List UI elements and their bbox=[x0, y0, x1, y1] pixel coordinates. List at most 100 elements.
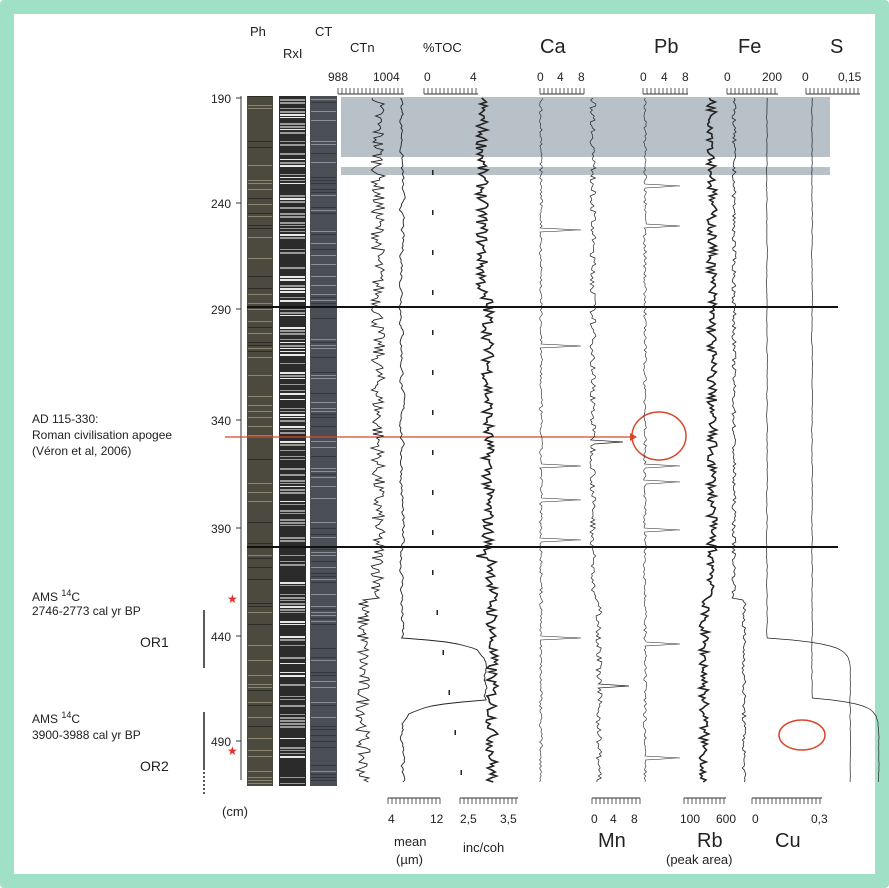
rxi-stripe bbox=[280, 480, 305, 482]
ctn-scale-max: 1004 bbox=[373, 70, 400, 84]
toc-data-marker bbox=[432, 290, 434, 295]
ct-stripe bbox=[311, 747, 336, 748]
rxi-stripe bbox=[280, 165, 305, 167]
photo-stripe bbox=[248, 327, 272, 328]
rxi-stripe bbox=[280, 180, 305, 181]
ct-stripe bbox=[311, 705, 336, 706]
rxi-stripe bbox=[280, 315, 305, 316]
cu-peak-highlight-circle bbox=[778, 719, 826, 751]
ct-stripe bbox=[311, 447, 336, 448]
rxi-stripe bbox=[280, 126, 305, 128]
rxi-stripe bbox=[280, 213, 305, 215]
rxi-stripe bbox=[280, 276, 305, 278]
ct-stripe bbox=[311, 726, 336, 727]
photo-stripe bbox=[248, 237, 272, 238]
toc-data-marker bbox=[460, 770, 462, 775]
photo-stripe bbox=[248, 411, 272, 412]
rxi-stripe bbox=[280, 561, 305, 562]
rxi-stripe bbox=[280, 345, 305, 347]
ct-stripe bbox=[311, 771, 336, 772]
inc-coh-scale-min: 2,5 bbox=[460, 812, 477, 826]
rxi-stripe bbox=[280, 657, 305, 659]
rxi-stripe bbox=[280, 585, 305, 586]
ct-stripe bbox=[311, 195, 336, 196]
rxi-stripe bbox=[280, 333, 305, 335]
rxi-stripe bbox=[280, 639, 305, 641]
inc-coh-label: inc/coh bbox=[463, 840, 505, 855]
photo-stripe bbox=[248, 612, 272, 613]
rxi-stripe bbox=[280, 747, 305, 749]
ct-stripe bbox=[311, 417, 336, 418]
toc-data-marker bbox=[432, 330, 434, 335]
ct-stripe bbox=[311, 294, 336, 295]
photo-stripe bbox=[248, 141, 272, 142]
mean-grain-size-curve bbox=[398, 97, 488, 783]
ctn-track-label: CTn bbox=[350, 40, 375, 55]
rxi-stripe bbox=[280, 393, 305, 395]
rxi-stripe bbox=[280, 564, 305, 566]
ct-stripe bbox=[311, 99, 336, 100]
ca-scale-0: 0 bbox=[537, 70, 544, 84]
ct-stripe bbox=[311, 582, 336, 583]
depth-unit-label: (cm) bbox=[222, 804, 248, 819]
photo-stripe bbox=[248, 522, 272, 523]
rxi-stripe bbox=[280, 606, 305, 608]
fe-curve bbox=[731, 97, 747, 783]
photo-stripe bbox=[248, 276, 272, 277]
ct-stripe bbox=[311, 402, 336, 403]
ct-stripe bbox=[311, 303, 336, 304]
ct-stripe bbox=[311, 735, 336, 736]
mean-unit-label: (µm) bbox=[396, 852, 423, 867]
cu-curve bbox=[766, 98, 852, 782]
ct-stripe bbox=[311, 192, 336, 193]
ct-stripe bbox=[311, 375, 336, 376]
photo-stripe bbox=[248, 375, 272, 376]
photo-stripe bbox=[248, 180, 272, 181]
ct-stripe bbox=[311, 672, 336, 673]
rxi-stripe bbox=[280, 237, 305, 239]
rxi-stripe bbox=[280, 468, 305, 470]
rxi-stripe bbox=[280, 417, 305, 418]
ct-stripe bbox=[311, 609, 336, 610]
ct-stripe bbox=[311, 612, 336, 613]
rxi-stripe bbox=[280, 621, 305, 623]
ct-stripe bbox=[311, 648, 336, 649]
toc-data-marker bbox=[432, 370, 434, 375]
photo-stripe bbox=[248, 705, 272, 706]
ct-stripe bbox=[311, 468, 336, 469]
roman-annotation-line3: (Véron et al, 2006) bbox=[32, 444, 132, 458]
s-scale-0: 0 bbox=[802, 70, 809, 84]
mean-label: mean bbox=[394, 834, 427, 849]
highlight-band-thin bbox=[341, 167, 830, 175]
toc-data-marker bbox=[432, 530, 434, 535]
photo-stripe bbox=[248, 396, 272, 397]
rxi-stripe bbox=[280, 432, 305, 434]
photo-stripe bbox=[248, 675, 272, 676]
cu-label: Cu bbox=[775, 830, 801, 852]
rxi-stripe bbox=[280, 612, 305, 613]
rxi-stripe bbox=[280, 201, 305, 203]
or2-label: OR2 bbox=[140, 758, 169, 774]
inc-coh-scale-max: 3,5 bbox=[500, 812, 517, 826]
rxi-stripe bbox=[280, 474, 305, 476]
ct-stripe bbox=[311, 675, 336, 676]
rxi-stripe bbox=[280, 174, 305, 175]
toc-data-marker bbox=[454, 730, 456, 735]
pb-scale-0: 0 bbox=[640, 70, 647, 84]
ct-stripe bbox=[311, 471, 336, 472]
ams-date-2-label: AMS 14C bbox=[32, 710, 80, 726]
photo-stripe bbox=[248, 105, 272, 106]
mn-scale-0: 0 bbox=[591, 812, 598, 826]
ct-stripe bbox=[311, 702, 336, 703]
s-scale-max: 0,15 bbox=[838, 70, 862, 84]
ct-stripe bbox=[311, 255, 336, 256]
toc-scale-min: 0 bbox=[424, 70, 431, 84]
photo-stripe bbox=[248, 606, 272, 607]
mn-curve bbox=[589, 97, 630, 783]
mn-scale-8: 8 bbox=[631, 812, 638, 826]
rxi-stripe bbox=[280, 624, 305, 625]
rxi-stripe bbox=[280, 207, 305, 209]
photo-stripe bbox=[248, 303, 272, 304]
photo-stripe bbox=[248, 501, 272, 502]
